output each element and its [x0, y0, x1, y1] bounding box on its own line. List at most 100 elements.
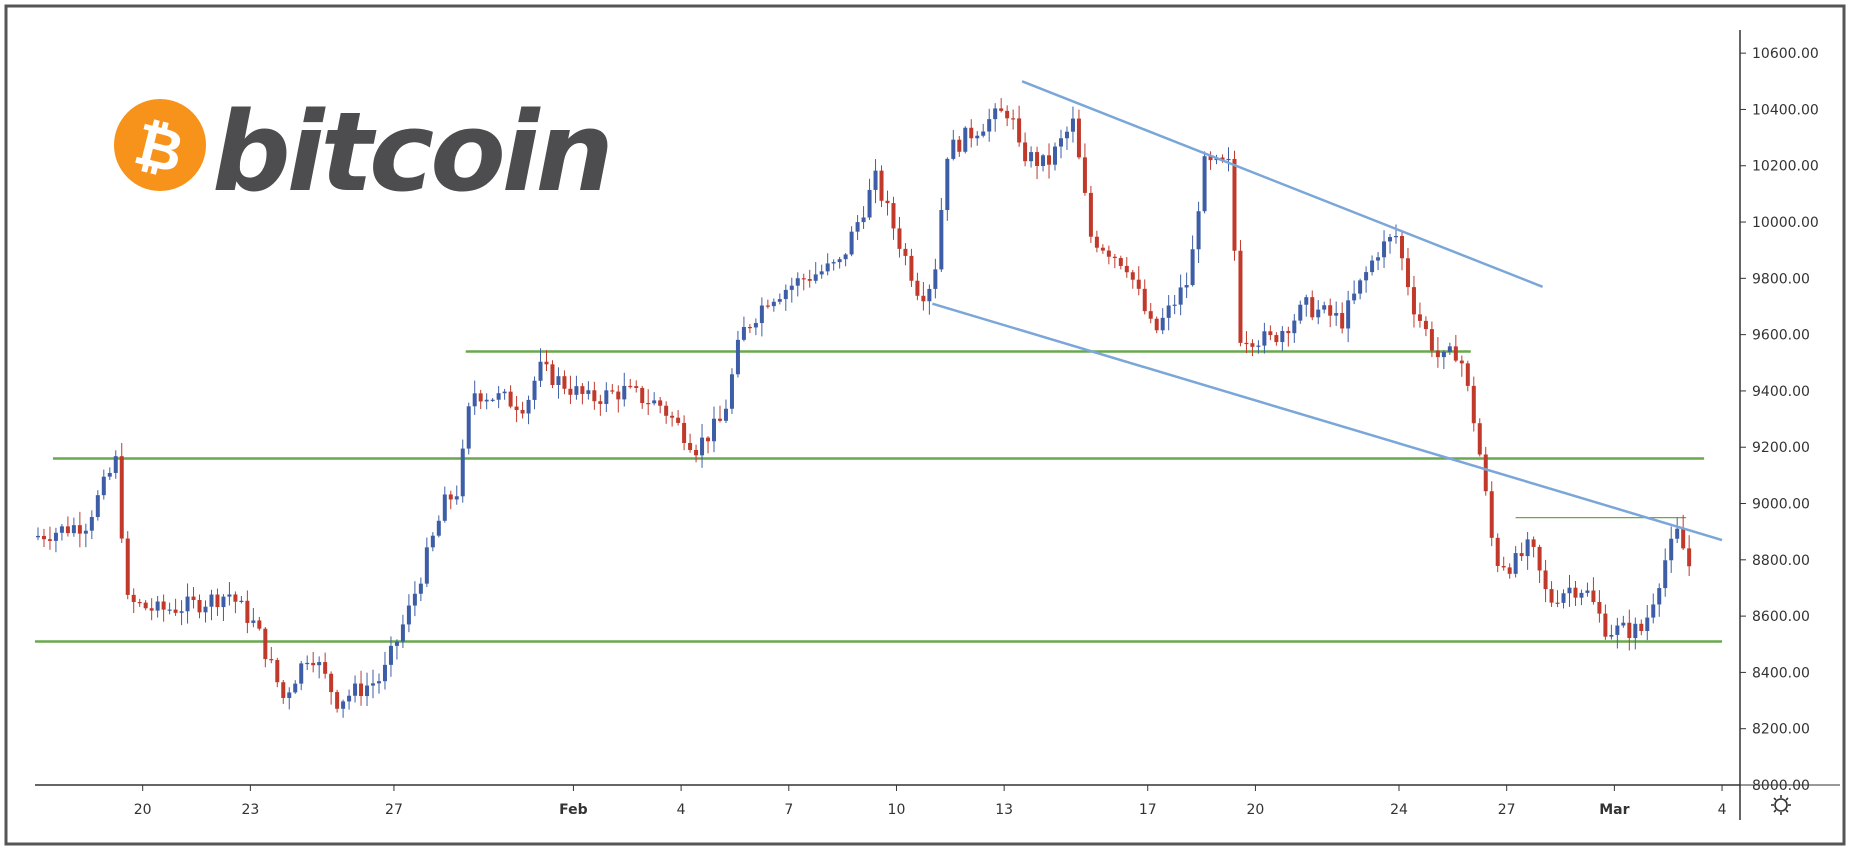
candle	[1160, 308, 1165, 335]
candle	[1453, 334, 1458, 363]
candle-body	[981, 131, 986, 136]
x-tick-label: 24	[1390, 802, 1408, 818]
candle	[245, 590, 250, 634]
candle	[119, 443, 124, 543]
candle-body	[1130, 272, 1135, 280]
candle	[365, 672, 370, 707]
candle-body	[1166, 305, 1171, 318]
candle-body	[125, 538, 130, 595]
candle	[628, 378, 633, 389]
candle-body	[1657, 588, 1662, 605]
candle	[921, 281, 926, 311]
candle-body	[1017, 118, 1022, 143]
candle-body	[1244, 342, 1249, 345]
candle-body	[1005, 110, 1010, 119]
candle-body	[628, 385, 633, 388]
candle	[813, 262, 818, 284]
candle-body	[1441, 351, 1446, 358]
candle-body	[735, 339, 740, 375]
candle-body	[1417, 314, 1422, 321]
candle-body	[975, 135, 980, 139]
candle	[125, 531, 130, 600]
candle-body	[508, 391, 513, 407]
candle-body	[1651, 604, 1656, 618]
candle	[299, 660, 304, 691]
candle-body	[909, 255, 914, 281]
candle	[765, 299, 770, 309]
candle-body	[556, 376, 561, 386]
candle	[251, 608, 256, 628]
candle-body	[287, 692, 292, 698]
candle-body	[993, 108, 998, 120]
candle	[795, 272, 800, 297]
x-tick-label: 23	[241, 802, 259, 818]
candle	[747, 324, 752, 333]
candle	[275, 657, 280, 688]
candle-body	[394, 641, 399, 646]
candle	[53, 527, 58, 553]
candle	[562, 370, 567, 395]
candle-body	[335, 692, 340, 709]
candle-body	[382, 664, 387, 682]
candle-body	[915, 280, 920, 296]
x-tick-label: 20	[1247, 802, 1265, 818]
candle	[1417, 302, 1422, 328]
candle	[622, 372, 627, 407]
candle	[1226, 147, 1231, 172]
candle-body	[263, 628, 268, 660]
candle-body	[173, 609, 178, 613]
candle-body	[1322, 305, 1327, 310]
candle	[1537, 544, 1542, 584]
candle-body	[861, 217, 866, 223]
candle-body	[1352, 293, 1357, 301]
candle	[191, 587, 196, 609]
candle	[1627, 609, 1632, 651]
y-tick-label: 9400.00	[1752, 384, 1810, 400]
candle-body	[1675, 528, 1680, 539]
candle	[1124, 257, 1129, 278]
candle	[694, 444, 699, 463]
candle	[448, 490, 453, 510]
candle-body	[1645, 617, 1650, 631]
candle-body	[819, 271, 824, 275]
candle	[891, 196, 896, 240]
candle-body	[1621, 622, 1626, 626]
candle-body	[448, 494, 453, 500]
candle	[1166, 295, 1171, 331]
candle-body	[568, 388, 573, 395]
settings-gear-icon[interactable]	[1771, 795, 1791, 815]
candle	[1238, 240, 1243, 347]
candle	[376, 673, 381, 694]
candle-body	[951, 139, 956, 159]
candle-body	[616, 391, 621, 400]
candle-body	[365, 685, 370, 697]
candle-body	[1663, 560, 1668, 589]
candle-body	[1094, 236, 1099, 248]
candle-body	[789, 285, 794, 290]
candle	[305, 655, 310, 671]
candle	[353, 675, 358, 703]
candle	[59, 523, 64, 541]
candle-body	[777, 299, 782, 302]
y-tick-label: 8800.00	[1752, 553, 1810, 569]
candle-body	[1088, 192, 1093, 237]
candle-body	[1160, 317, 1165, 331]
candle-body	[293, 683, 298, 693]
candle-body	[406, 605, 411, 625]
candle	[71, 517, 76, 537]
candle-body	[939, 210, 944, 270]
candle	[472, 380, 477, 415]
y-tick-label: 8400.00	[1752, 665, 1810, 681]
candle-body	[1035, 152, 1040, 166]
candle-body	[239, 600, 244, 602]
candle-body	[89, 517, 94, 531]
candle	[239, 596, 244, 604]
candle-body	[1507, 567, 1512, 574]
y-tick-label: 10000.00	[1752, 215, 1819, 231]
candle	[371, 669, 376, 699]
candle-body	[59, 526, 64, 533]
candle	[149, 598, 154, 621]
candle	[610, 384, 615, 395]
candle-body	[933, 269, 938, 289]
candle	[424, 537, 429, 588]
